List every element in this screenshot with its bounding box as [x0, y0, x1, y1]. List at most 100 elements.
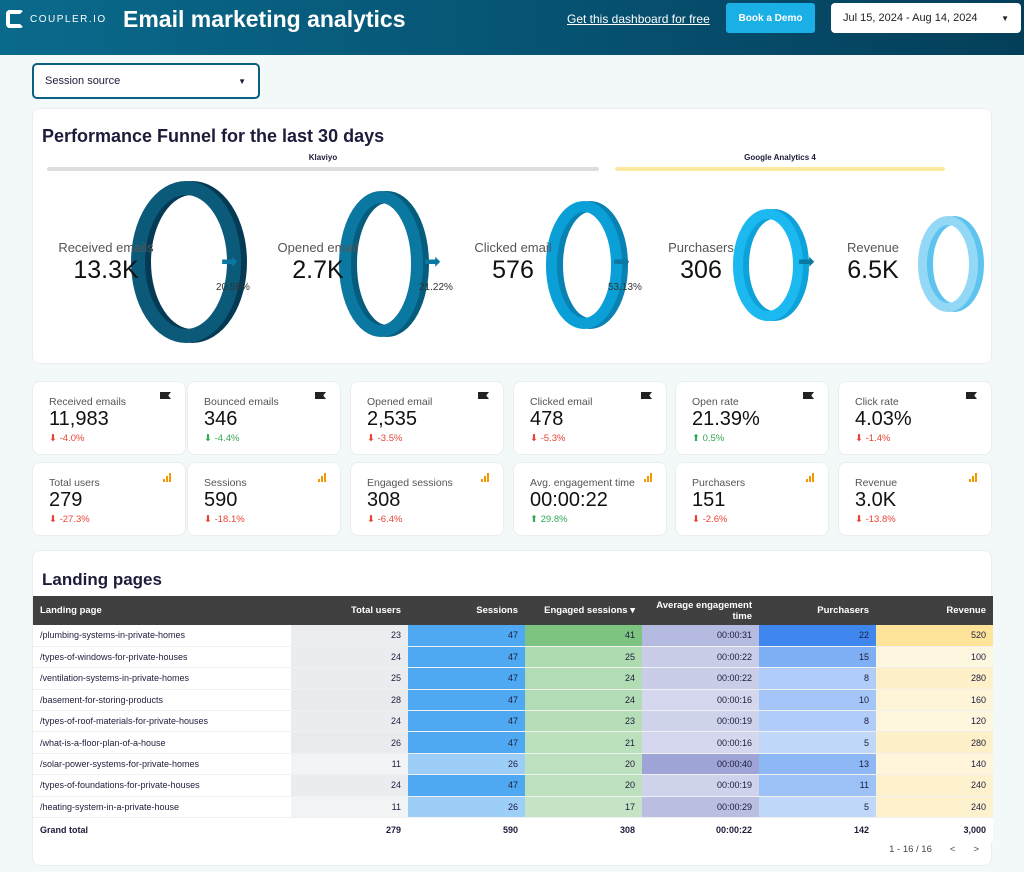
kpi-delta-value: -4.0% — [59, 433, 85, 444]
arrow-down-icon: ⬇ — [855, 433, 863, 444]
session-source-label: Session source — [45, 75, 121, 87]
funnel-stage-value: 13.3K — [73, 256, 139, 284]
cell-value: 47 — [408, 710, 525, 733]
arrow-down-icon: ⬇ — [367, 433, 375, 444]
cell-value: 240 — [876, 796, 993, 819]
landing-page-url: /solar-power-systems-for-private-homes — [33, 753, 291, 776]
landing-page-url: /types-of-windows-for-private-houses — [33, 646, 291, 669]
cell-value: 47 — [408, 774, 525, 797]
table-row[interactable]: /types-of-windows-for-private-houses 24 47… — [33, 646, 993, 669]
column-header[interactable]: Landing page — [33, 596, 291, 625]
column-header[interactable]: Revenue — [876, 596, 993, 625]
kpi-value: 2,535 — [367, 408, 418, 430]
kpi-label: Purchasers — [692, 477, 746, 489]
column-header[interactable]: Sessions — [408, 596, 525, 625]
kpi-card: Clicked email 478 ⬇ -5.3% — [513, 381, 667, 455]
cell-value: 00:00:40 — [642, 753, 759, 776]
total-cell: 590 — [408, 817, 525, 842]
landing-page-url: /heating-system-in-a-private-house — [33, 796, 291, 819]
kpi-delta: ⬇ -6.4% — [367, 514, 402, 525]
kpi-delta: ⬇ -18.1% — [204, 514, 245, 525]
next-page-icon[interactable]: > — [973, 844, 979, 855]
kpi-label: Received emails — [49, 396, 127, 408]
logo-icon — [6, 10, 24, 28]
cell-value: 24 — [291, 774, 408, 797]
cell-value: 280 — [876, 667, 993, 690]
table-row[interactable]: /ventilation-systems-in-private-homes 25 4… — [33, 667, 993, 690]
total-cell: 3,000 — [876, 817, 993, 842]
cell-value: 240 — [876, 774, 993, 797]
kpi-delta-value: -6.4% — [377, 514, 403, 525]
cell-value: 100 — [876, 646, 993, 669]
kpi-card: Purchasers 151 ⬇ -2.6% — [675, 462, 829, 536]
table-row[interactable]: /heating-system-in-a-private-house 11 26 17… — [33, 796, 993, 819]
kpi-delta: ⬇ -4.4% — [204, 433, 239, 444]
book-demo-button[interactable]: Book a Demo — [726, 3, 815, 33]
logo-text: COUPLER.IO — [30, 13, 107, 25]
arrow-down-icon: ⬇ — [49, 433, 57, 444]
kpi-delta: ⬆ 0.5% — [692, 433, 724, 444]
column-header[interactable]: Total users — [291, 596, 408, 625]
cell-value: 00:00:22 — [642, 667, 759, 690]
cell-value: 140 — [876, 753, 993, 776]
kpi-delta-value: -2.6% — [702, 514, 728, 525]
table-row[interactable]: /basement-for-storing-products 28 47 24 00:0… — [33, 689, 993, 712]
total-cell: Grand total — [33, 817, 291, 842]
source-klaviyo: Klaviyo — [308, 153, 338, 162]
landing-pages-card: Landing pages Landing page Total users Ses… — [32, 550, 993, 866]
conversion-rate: 20.59% — [216, 282, 250, 293]
table-row[interactable]: /what-is-a-floor-plan-of-a-house 26 47 21 00… — [33, 731, 993, 754]
cell-value: 26 — [408, 753, 525, 776]
kpi-value: 21.39% — [692, 408, 760, 430]
cell-value: 47 — [408, 646, 525, 669]
arrow-down-icon: ⬇ — [204, 514, 212, 525]
arrow-down-icon: ⬇ — [49, 514, 57, 525]
kpi-label: Engaged sessions — [367, 477, 453, 489]
kpi-delta: ⬇ -1.4% — [855, 433, 890, 444]
funnel-stage-value: 6.5K — [847, 256, 899, 284]
kpi-delta: ⬇ -13.8% — [855, 514, 896, 525]
cell-value: 00:00:16 — [642, 731, 759, 754]
cell-value: 41 — [525, 625, 642, 647]
header: COUPLER.IO Email marketing analytics Get… — [0, 0, 1024, 55]
ga4-bar — [615, 167, 945, 171]
kpi-card: Click rate 4.03% ⬇ -1.4% — [838, 381, 992, 455]
column-header[interactable]: Purchasers — [759, 596, 876, 625]
date-range-picker[interactable]: Jul 15, 2024 - Aug 14, 2024 ▼ — [831, 3, 1021, 33]
page-info: 1 - 16 / 16 — [889, 844, 932, 855]
landing-page-url: /ventilation-systems-in-private-homes — [33, 667, 291, 690]
get-dashboard-link[interactable]: Get this dashboard for free — [567, 12, 710, 26]
total-cell: 142 — [759, 817, 876, 842]
cell-value: 11 — [291, 796, 408, 819]
kpi-label: Opened email — [367, 396, 433, 408]
prev-page-icon[interactable]: < — [949, 844, 956, 855]
kpi-card: Open rate 21.39% ⬆ 0.5% — [675, 381, 829, 455]
kpi-delta: ⬇ -5.3% — [530, 433, 565, 444]
landing-title: Landing pages — [42, 570, 162, 589]
column-header[interactable]: Engaged sessions ▾ — [525, 596, 642, 625]
date-range-value: Jul 15, 2024 - Aug 14, 2024 — [843, 12, 978, 24]
ga4-bars-icon — [163, 473, 171, 482]
kpi-card: Received emails 11,983 ⬇ -4.0% — [32, 381, 186, 455]
conversion-rate: 53.13% — [608, 282, 642, 293]
cell-value: 00:00:22 — [642, 646, 759, 669]
kpi-card: Revenue 3.0K ⬇ -13.8% — [838, 462, 992, 536]
table-row[interactable]: /solar-power-systems-for-private-homes 11… — [33, 753, 993, 776]
column-header[interactable]: Average engagement time — [642, 596, 759, 625]
cell-value: 15 — [759, 646, 876, 669]
arrow-down-icon: ⬇ — [530, 433, 538, 444]
table-row[interactable]: /plumbing-systems-in-private-homes 23 47 41… — [33, 625, 993, 647]
kpi-value: 3.0K — [855, 489, 897, 511]
coupler-logo[interactable]: COUPLER.IO — [6, 10, 107, 28]
cell-value: 00:00:29 — [642, 796, 759, 819]
table-row[interactable]: /types-of-roof-materials-for-private-hou… — [33, 710, 993, 733]
cell-value: 13 — [759, 753, 876, 776]
kpi-card: Avg. engagement time 00:00:22 ⬆ 29.8% — [513, 462, 667, 536]
ring-front — [918, 216, 978, 312]
session-source-dropdown[interactable]: Session source ▼ — [32, 63, 260, 99]
ring-front — [733, 209, 803, 321]
cell-value: 280 — [876, 731, 993, 754]
kpi-card: Sessions 590 ⬇ -18.1% — [187, 462, 341, 536]
table-row[interactable]: /types-of-foundations-for-private-houses… — [33, 774, 993, 797]
kpi-value: 4.03% — [855, 408, 912, 430]
